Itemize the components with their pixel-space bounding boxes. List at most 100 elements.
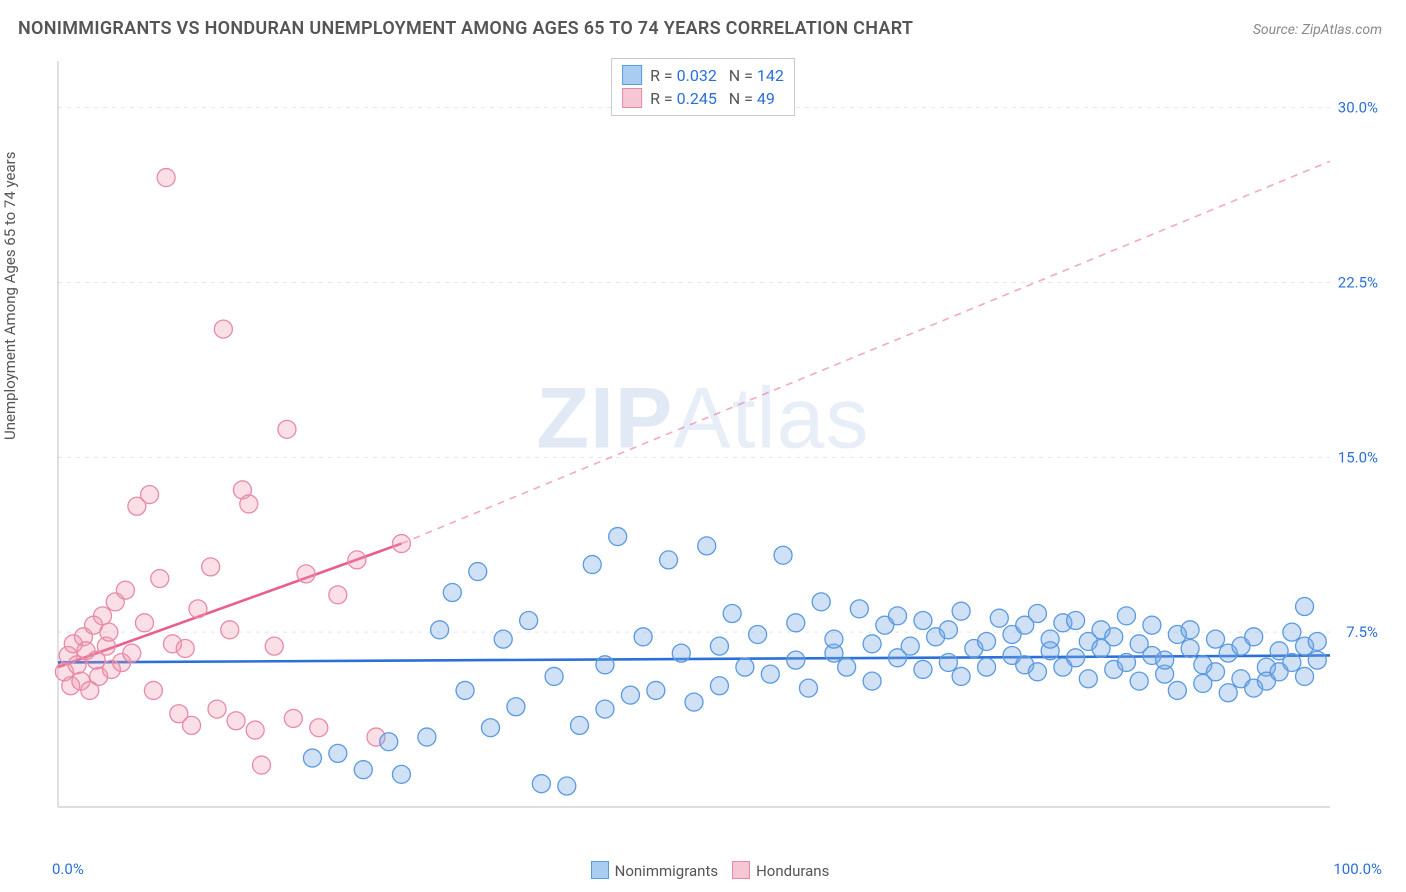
- nonimmigrants-point: [685, 693, 703, 711]
- hondurans-point: [348, 551, 366, 569]
- nonimmigrants-point: [1117, 607, 1135, 625]
- legend-r-label: R =: [650, 89, 677, 108]
- hondurans-point: [94, 607, 112, 625]
- series-swatch: [732, 861, 750, 879]
- nonimmigrants-point: [978, 632, 996, 650]
- nonimmigrants-point: [329, 744, 347, 762]
- nonimmigrants-point: [647, 681, 665, 699]
- legend-n-value: 142: [757, 66, 784, 85]
- nonimmigrants-point: [1067, 612, 1085, 630]
- hondurans-point: [116, 581, 134, 599]
- nonimmigrants-point: [698, 537, 716, 555]
- nonimmigrants-point: [1207, 663, 1225, 681]
- nonimmigrants-point: [736, 658, 754, 676]
- hondurans-point: [297, 565, 315, 583]
- hondurans-point: [123, 644, 141, 662]
- nonimmigrants-point: [1296, 667, 1314, 685]
- nonimmigrants-point: [1130, 672, 1148, 690]
- y-tick-label: 22.5%: [1338, 273, 1378, 291]
- hondurans-trend-extrapolated: [401, 161, 1330, 543]
- y-tick-label: 15.0%: [1338, 448, 1378, 466]
- hondurans-point: [265, 637, 283, 655]
- nonimmigrants-point: [825, 630, 843, 648]
- legend-r-label: R =: [650, 66, 677, 85]
- nonimmigrants-point: [978, 658, 996, 676]
- nonimmigrants-point: [481, 719, 499, 737]
- nonimmigrants-point: [863, 672, 881, 690]
- hondurans-point: [183, 716, 201, 734]
- nonimmigrants-point: [863, 635, 881, 653]
- nonimmigrants-point: [749, 625, 767, 643]
- nonimmigrants-point: [914, 660, 932, 678]
- nonimmigrants-point: [558, 777, 576, 795]
- hondurans-point: [278, 420, 296, 438]
- nonimmigrants-point: [507, 698, 525, 716]
- nonimmigrants-point: [545, 667, 563, 685]
- nonimmigrants-point: [1181, 639, 1199, 657]
- hondurans-point: [310, 719, 328, 737]
- correlation-legend: R = 0.032 N = 142R = 0.245 N = 49: [611, 58, 795, 116]
- hondurans-point: [144, 681, 162, 699]
- nonimmigrants-point: [1283, 623, 1301, 641]
- nonimmigrants-point: [1143, 616, 1161, 634]
- nonimmigrants-point: [303, 749, 321, 767]
- hondurans-point: [227, 712, 245, 730]
- nonimmigrants-point: [1041, 630, 1059, 648]
- nonimmigrants-point: [1156, 651, 1174, 669]
- hondurans-point: [253, 756, 271, 774]
- hondurans-point: [284, 709, 302, 727]
- nonimmigrants-trend: [58, 655, 1330, 662]
- hondurans-point: [176, 639, 194, 657]
- legend-swatch: [622, 65, 642, 85]
- hondurans-point: [141, 486, 159, 504]
- nonimmigrants-point: [1105, 628, 1123, 646]
- nonimmigrants-point: [1308, 632, 1326, 650]
- hondurans-point: [100, 623, 118, 641]
- hondurans-point: [151, 570, 169, 588]
- nonimmigrants-point: [532, 775, 550, 793]
- legend-n-value: 49: [757, 89, 775, 108]
- nonimmigrants-point: [609, 528, 627, 546]
- series-label: Hondurans: [756, 862, 829, 880]
- nonimmigrants-point: [1207, 630, 1225, 648]
- nonimmigrants-point: [1296, 598, 1314, 616]
- hondurans-point: [214, 320, 232, 338]
- legend-swatch: [622, 88, 642, 108]
- nonimmigrants-point: [990, 609, 1008, 627]
- nonimmigrants-point: [1245, 628, 1263, 646]
- hondurans-point: [392, 535, 410, 553]
- y-tick-label: 30.0%: [1338, 99, 1378, 117]
- nonimmigrants-point: [1181, 621, 1199, 639]
- nonimmigrants-point: [812, 593, 830, 611]
- nonimmigrants-point: [939, 653, 957, 671]
- chart-title: NONIMMIGRANTS VS HONDURAN UNEMPLOYMENT A…: [18, 18, 913, 39]
- nonimmigrants-point: [596, 700, 614, 718]
- nonimmigrants-point: [889, 607, 907, 625]
- nonimmigrants-point: [672, 644, 690, 662]
- nonimmigrants-point: [583, 556, 601, 574]
- nonimmigrants-point: [787, 651, 805, 669]
- nonimmigrants-point: [710, 637, 728, 655]
- legend-row: R = 0.032 N = 142: [622, 64, 784, 87]
- series-swatch: [591, 861, 609, 879]
- nonimmigrants-point: [1168, 681, 1186, 699]
- nonimmigrants-point: [774, 546, 792, 564]
- y-axis-label: Unemployment Among Ages 65 to 74 years: [1, 152, 19, 440]
- nonimmigrants-point: [838, 658, 856, 676]
- nonimmigrants-point: [710, 677, 728, 695]
- nonimmigrants-point: [1219, 684, 1237, 702]
- y-tick-label: 7.5%: [1346, 623, 1378, 641]
- series-label: Nonimmigrants: [615, 862, 718, 880]
- hondurans-point: [246, 721, 264, 739]
- hondurans-point: [189, 600, 207, 618]
- nonimmigrants-point: [469, 563, 487, 581]
- nonimmigrants-point: [952, 667, 970, 685]
- legend-r-value: 0.032: [677, 66, 717, 85]
- legend-row: R = 0.245 N = 49: [622, 87, 784, 110]
- nonimmigrants-point: [520, 612, 538, 630]
- nonimmigrants-point: [1079, 670, 1097, 688]
- hondurans-point: [208, 700, 226, 718]
- hondurans-point: [157, 169, 175, 187]
- nonimmigrants-point: [1028, 663, 1046, 681]
- nonimmigrants-point: [1117, 653, 1135, 671]
